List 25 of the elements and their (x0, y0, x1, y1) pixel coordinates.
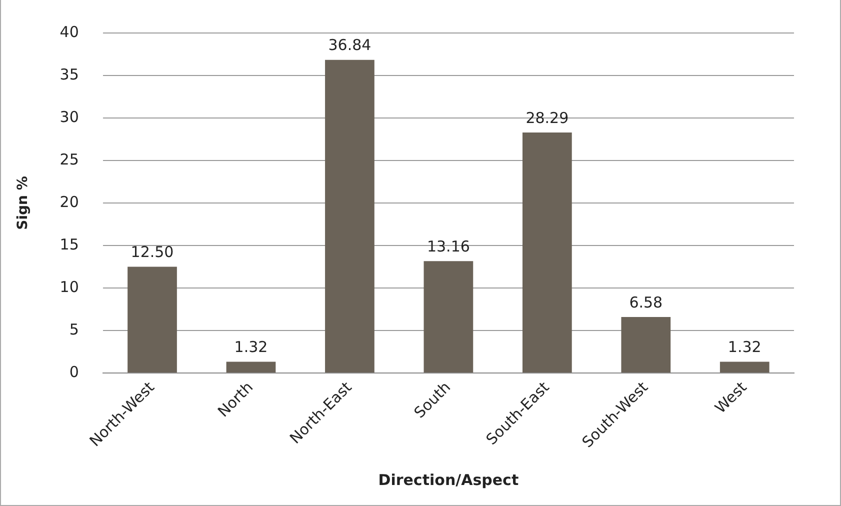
bar (424, 261, 474, 372)
y-tick-label: 40 (60, 22, 79, 41)
y-tick-label: 15 (60, 235, 79, 254)
y-tick-label: 30 (60, 108, 79, 126)
data-label: 6.58 (629, 293, 663, 312)
bar (720, 362, 770, 372)
bar (621, 317, 671, 372)
y-tick-label: 0 (69, 362, 79, 381)
y-tick-label: 25 (60, 150, 79, 168)
y-tick-label: 20 (60, 192, 79, 211)
bar (128, 266, 177, 372)
y-axis-title: Sign % (15, 176, 32, 230)
y-tick-label: 10 (60, 278, 79, 296)
y-tick-label: 35 (60, 65, 79, 84)
x-axis-title: Direction/Aspect (378, 470, 519, 489)
data-label: 13.16 (426, 238, 470, 256)
bar (226, 362, 276, 372)
bar (522, 132, 572, 372)
data-label: 1.32 (234, 338, 268, 356)
data-label: 12.50 (130, 243, 174, 262)
bar (325, 60, 374, 372)
data-label: 36.84 (328, 36, 372, 54)
y-tick-label: 5 (69, 320, 79, 338)
data-label: 1.32 (728, 338, 762, 356)
data-label: 28.29 (526, 108, 569, 127)
